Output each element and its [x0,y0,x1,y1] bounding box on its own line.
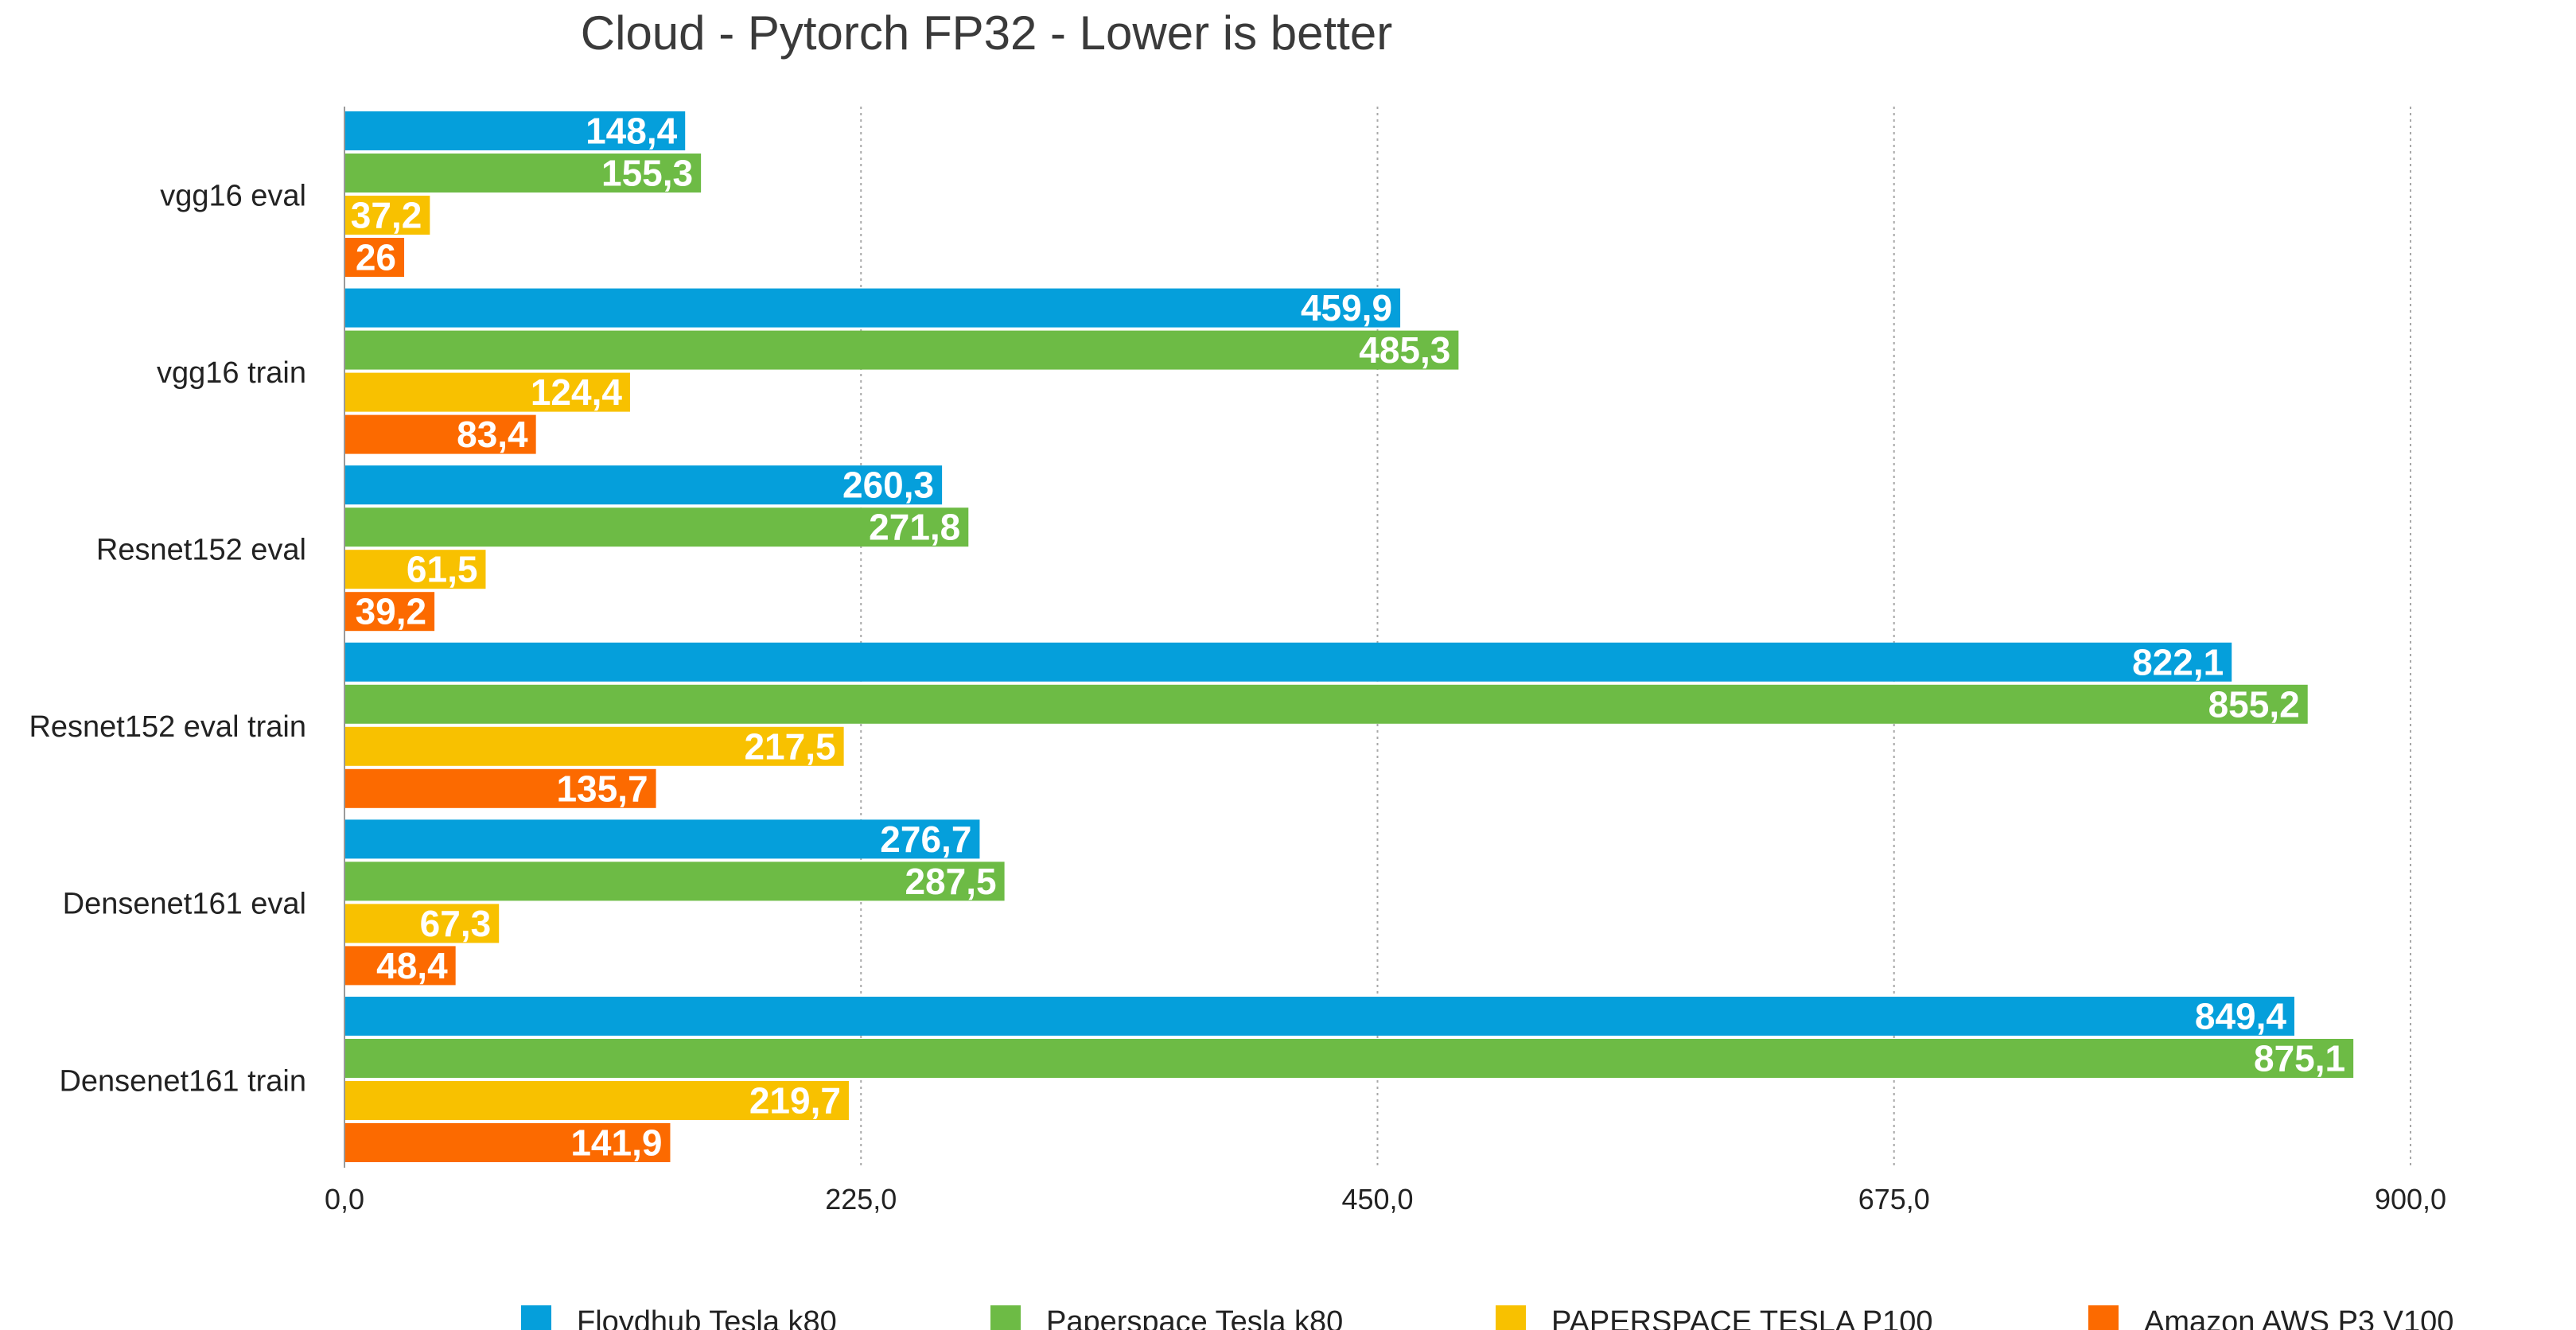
bar [344,819,980,859]
data-label: 39,2 [356,591,427,632]
data-label: 849,4 [2195,996,2287,1037]
bar [344,768,656,808]
bar [344,238,405,277]
bar [344,997,2294,1036]
data-label: 822,1 [2132,641,2224,682]
bar [344,726,844,766]
bar [344,288,1401,328]
bar [344,414,536,454]
category-label: vgg16 train [157,356,306,390]
legend-label: Amazon AWS P3 V100 [2144,1305,2453,1330]
legend-label: PAPERSPACE TESLA P100 [1551,1305,1932,1330]
data-label: 37,2 [351,195,422,236]
bar [344,946,456,986]
category-label: Densenet161 train [59,1064,306,1098]
bar [344,861,1005,901]
bar [344,1123,671,1162]
category-label: Resnet152 eval train [29,710,306,744]
x-tick-label: 900,0 [2375,1183,2446,1215]
data-label: 83,4 [457,414,528,455]
bar [344,372,630,412]
bar [344,465,943,505]
x-axis-ticks: 0,0 225,0 450,0 675,0 900,0 [325,1183,2446,1215]
data-label: 135,7 [556,768,648,809]
legend-swatch [521,1305,551,1330]
data-label: 148,4 [586,111,678,152]
x-tick-label: 0,0 [325,1183,364,1215]
data-label: 271,8 [869,507,960,548]
bar [344,154,702,192]
legend-label: Floydhub Tesla k80 [577,1305,837,1330]
category-label: vgg16 eval [160,179,306,212]
data-label: 260,3 [842,465,934,506]
x-tick-label: 675,0 [1858,1183,1930,1215]
data-label: 219,7 [749,1080,841,1122]
bar [344,1039,2354,1078]
grid-lines [860,107,2411,1168]
x-tick-label: 450,0 [1341,1183,1413,1215]
legend-swatch [2088,1305,2119,1330]
bar [344,111,686,150]
data-label: 459,9 [1301,287,1392,329]
data-label: 875,1 [2254,1038,2345,1079]
bar [344,550,486,589]
data-label: 26 [356,237,396,278]
data-label: 61,5 [407,549,478,590]
data-label: 855,2 [2208,683,2300,725]
chart-title: Cloud - Pytorch FP32 - Lower is better [581,6,1392,60]
bar [344,592,435,632]
category-labels: vgg16 eval vgg16 train Resnet152 eval Resne… [29,179,306,1098]
legend-swatch [1496,1305,1526,1330]
category-label: Resnet152 eval [96,534,306,567]
data-label: 67,3 [420,903,492,944]
data-label: 155,3 [601,153,693,194]
data-label: 276,7 [880,819,971,860]
data-label: 141,9 [570,1122,662,1164]
bar [344,684,2308,724]
x-tick-label: 225,0 [825,1183,897,1215]
bar [344,904,500,943]
bar [344,642,2232,682]
category-label: Densenet161 eval [63,888,306,921]
data-label: 217,5 [744,725,835,767]
data-label: 48,4 [376,945,448,986]
bar [344,196,430,235]
data-label: 485,3 [1359,329,1450,371]
bar [344,508,969,547]
data-label: 124,4 [531,371,623,413]
bar [344,330,1459,370]
data-label: 287,5 [905,861,996,902]
legend: Floydhub Tesla k80 Paperspace Tesla k80 PA… [521,1305,2453,1330]
legend-swatch [990,1305,1021,1330]
legend-label: Paperspace Tesla k80 [1046,1305,1343,1330]
bar [344,1081,849,1120]
